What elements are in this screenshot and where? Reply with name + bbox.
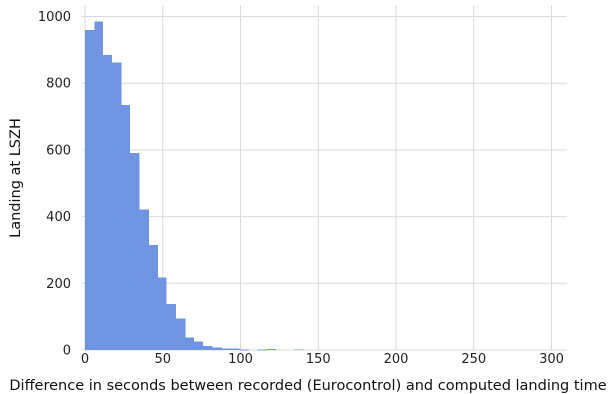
histogram-bar [257, 349, 267, 351]
histogram-bar [94, 21, 103, 350]
histogram-bar [230, 348, 240, 350]
x-tick-label: 0 [81, 352, 89, 367]
histogram-bar [175, 318, 186, 350]
x-tick-label: 300 [539, 352, 564, 367]
y-tick-label: 0 [63, 344, 71, 359]
histogram-bar [102, 54, 113, 350]
x-tick-label: 100 [228, 352, 253, 367]
y-axis-ticks: 0 200 400 600 800 1000 [38, 10, 71, 359]
x-axis-ticks: 0 50 100 150 200 250 300 [81, 352, 564, 367]
histogram-bar [294, 349, 304, 351]
histogram-bar [166, 303, 176, 350]
grid [82, 5, 567, 351]
histogram-bar [139, 209, 149, 350]
histogram-bar [85, 29, 95, 351]
histogram-bar [193, 341, 204, 350]
x-tick-label: 200 [384, 352, 409, 367]
y-tick-label: 600 [46, 143, 71, 158]
histogram-bar [158, 277, 167, 350]
histogram-bar [185, 337, 194, 350]
histogram-bar [112, 62, 122, 350]
x-axis-label: Difference in seconds between recorded (… [9, 378, 606, 394]
y-tick-label: 200 [46, 277, 71, 292]
y-tick-label: 1000 [38, 10, 71, 25]
x-tick-label: 250 [461, 352, 486, 367]
histogram-bar [221, 348, 231, 350]
x-tick-label: 150 [306, 352, 331, 367]
histogram-bar [266, 348, 277, 350]
bars [85, 21, 304, 351]
y-tick-label: 400 [46, 210, 71, 225]
y-axis-label: Landing at LSZH [8, 118, 24, 238]
histogram-bar [121, 104, 131, 350]
histogram-bar [130, 153, 140, 350]
y-tick-label: 800 [46, 77, 71, 92]
histogram-bar [148, 244, 159, 350]
histogram-bar [203, 345, 213, 350]
histogram-bar [212, 347, 222, 350]
x-tick-label: 50 [154, 352, 171, 367]
histogram-bar [239, 349, 250, 351]
